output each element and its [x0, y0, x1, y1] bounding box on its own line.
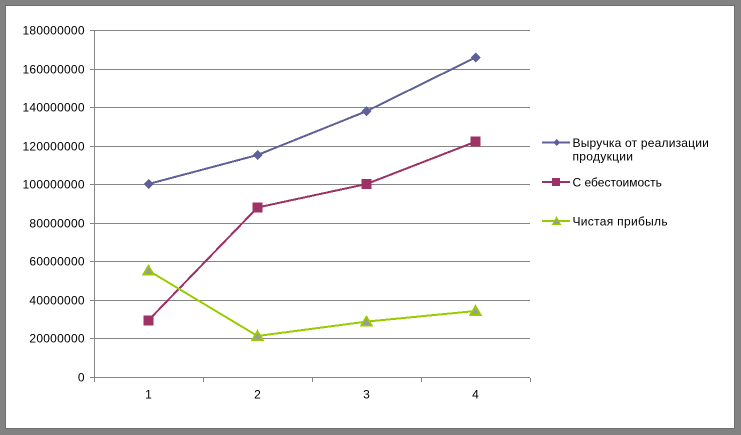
svg-text:Чистая прибыль: Чистая прибыль: [573, 214, 668, 228]
svg-text:3: 3: [363, 387, 370, 401]
svg-text:160000000: 160000000: [22, 62, 84, 76]
svg-text:80000000: 80000000: [29, 216, 84, 230]
svg-text:180000000: 180000000: [22, 23, 84, 37]
svg-text:1: 1: [145, 387, 152, 401]
svg-text:С ебестоимость: С ебестоимость: [573, 175, 662, 189]
svg-text:140000000: 140000000: [22, 100, 84, 114]
svg-text:20000000: 20000000: [29, 331, 84, 345]
svg-text:продукции: продукции: [573, 149, 634, 163]
svg-text:100000000: 100000000: [22, 177, 84, 191]
svg-text:120000000: 120000000: [22, 139, 84, 153]
svg-text:60000000: 60000000: [29, 254, 84, 268]
svg-text:2: 2: [254, 387, 261, 401]
svg-text:0: 0: [78, 370, 85, 384]
svg-text:Выручка от реализации: Выручка от реализации: [573, 136, 710, 150]
svg-text:4: 4: [472, 387, 479, 401]
svg-text:40000000: 40000000: [29, 293, 84, 307]
